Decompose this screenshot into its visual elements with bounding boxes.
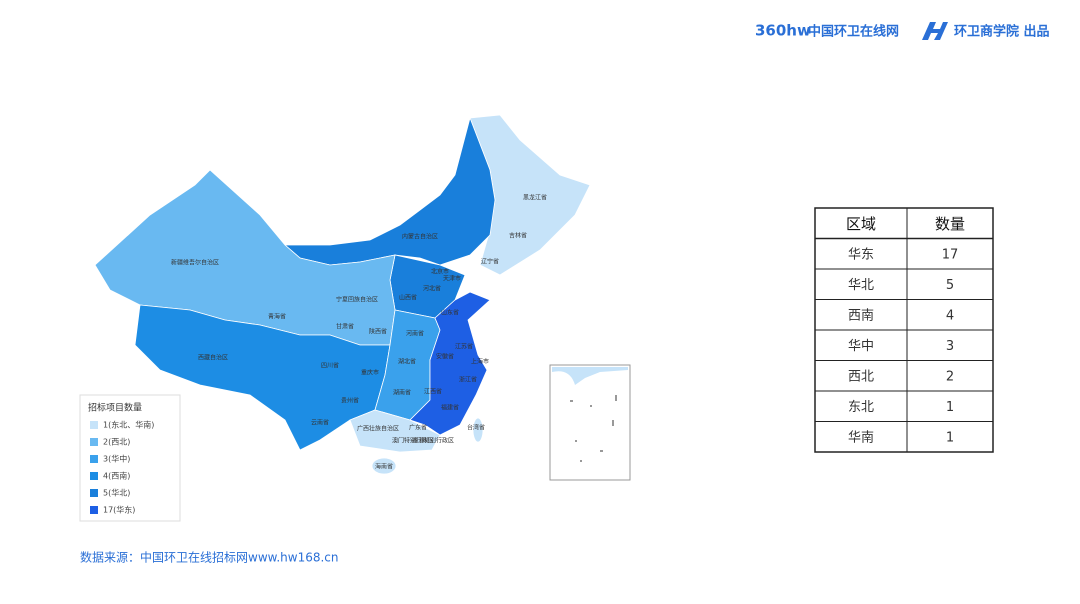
region-south-taiwan bbox=[472, 417, 484, 443]
region-east bbox=[409, 291, 491, 436]
legend-swatch bbox=[90, 438, 98, 446]
province-label: 黑龙江省 bbox=[523, 194, 547, 202]
south-sea-inset bbox=[549, 364, 631, 481]
legend-title: 招标项目数量 bbox=[88, 402, 142, 414]
legend-swatch bbox=[90, 489, 98, 497]
table-header: 数量 bbox=[935, 215, 965, 233]
province-label: 宁夏回族自治区 bbox=[336, 296, 378, 304]
table-header: 区域 bbox=[846, 215, 876, 233]
province-label: 安徽省 bbox=[436, 353, 454, 361]
province-label: 西藏自治区 bbox=[198, 354, 228, 362]
legend-label: 17(华东) bbox=[103, 505, 135, 515]
province-label: 云南省 bbox=[311, 419, 329, 427]
province-label: 青海省 bbox=[268, 313, 286, 321]
inset-islands bbox=[570, 395, 617, 462]
province-label: 湖北省 bbox=[398, 358, 416, 366]
province-label: 广西壮族自治区 bbox=[357, 425, 399, 433]
province-label: 北京市 bbox=[431, 268, 449, 276]
province-label: 台湾省 bbox=[467, 424, 485, 432]
province-label: 陕西省 bbox=[369, 328, 387, 336]
province-label: 浙江省 bbox=[459, 376, 477, 384]
province-label: 湖南省 bbox=[393, 389, 411, 397]
inset-land bbox=[552, 367, 628, 385]
table-cell: 华中 bbox=[848, 339, 874, 354]
province-label: 甘肃省 bbox=[336, 323, 354, 331]
legend-label: 2(西北) bbox=[103, 438, 130, 447]
province-label: 上海市 bbox=[471, 358, 489, 366]
table-cell: 17 bbox=[942, 247, 959, 262]
province-label: 河北省 bbox=[423, 285, 441, 293]
table-cell: 2 bbox=[946, 369, 954, 384]
province-label: 河南省 bbox=[406, 330, 424, 338]
table-cell: 4 bbox=[946, 308, 954, 323]
province-label: 广东省 bbox=[409, 424, 427, 432]
site-name: 中国环卫在线网 bbox=[808, 24, 899, 40]
table-cell: 1 bbox=[946, 430, 954, 445]
legend-swatch bbox=[90, 472, 98, 480]
province-label: 香港特别行政区 bbox=[412, 437, 454, 445]
province-label: 新疆维吾尔自治区 bbox=[171, 259, 219, 267]
region-north bbox=[283, 116, 496, 266]
legend-swatch bbox=[90, 421, 98, 429]
legend-label: 3(华中) bbox=[103, 454, 130, 464]
legend-swatch bbox=[90, 455, 98, 463]
province-label: 天津市 bbox=[443, 275, 461, 283]
producer: 环卫商学院 出品 bbox=[954, 24, 1050, 40]
legend-label: 5(华北) bbox=[103, 488, 130, 498]
table-cell: 华南 bbox=[848, 429, 874, 445]
legend-items: 1(东北、华南) 2(西北) 3(华中) 4(西南) 5(华北) 17(华东) bbox=[90, 420, 154, 515]
province-label: 内蒙古自治区 bbox=[402, 233, 438, 241]
region-south bbox=[349, 409, 441, 453]
table-cell: 华东 bbox=[848, 247, 874, 262]
legend-label: 4(西南) bbox=[103, 471, 130, 481]
table-cell: 西北 bbox=[848, 369, 874, 384]
china-map bbox=[94, 114, 591, 475]
province-label: 山东省 bbox=[441, 309, 459, 317]
table-cell: 1 bbox=[946, 400, 954, 415]
table-cell: 华北 bbox=[848, 278, 874, 293]
source: 数据来源：中国环卫在线招标网www.hw168.cn bbox=[80, 550, 339, 565]
legend-swatch bbox=[90, 506, 98, 514]
province-label: 四川省 bbox=[321, 362, 339, 370]
table-cell: 5 bbox=[946, 278, 954, 293]
province-label: 山西省 bbox=[399, 294, 417, 302]
province-label: 海南省 bbox=[375, 463, 393, 471]
province-label: 福建省 bbox=[441, 404, 459, 412]
table-cell: 西南 bbox=[848, 307, 874, 323]
province-label: 江西省 bbox=[424, 388, 442, 396]
brand-icon bbox=[922, 22, 948, 40]
table-cell: 东北 bbox=[848, 400, 874, 415]
region-south-hainan bbox=[371, 457, 397, 475]
province-label: 吉林省 bbox=[509, 232, 527, 240]
province-label: 贵州省 bbox=[341, 397, 359, 405]
province-label: 辽宁省 bbox=[481, 258, 499, 266]
table-cell: 3 bbox=[946, 339, 954, 354]
logo: 360hw bbox=[755, 22, 811, 40]
legend-label: 1(东北、华南) bbox=[103, 420, 154, 430]
province-label: 江苏省 bbox=[455, 343, 473, 351]
province-label: 重庆市 bbox=[361, 369, 379, 377]
province-label: 澳门特别行政区 bbox=[392, 437, 434, 445]
